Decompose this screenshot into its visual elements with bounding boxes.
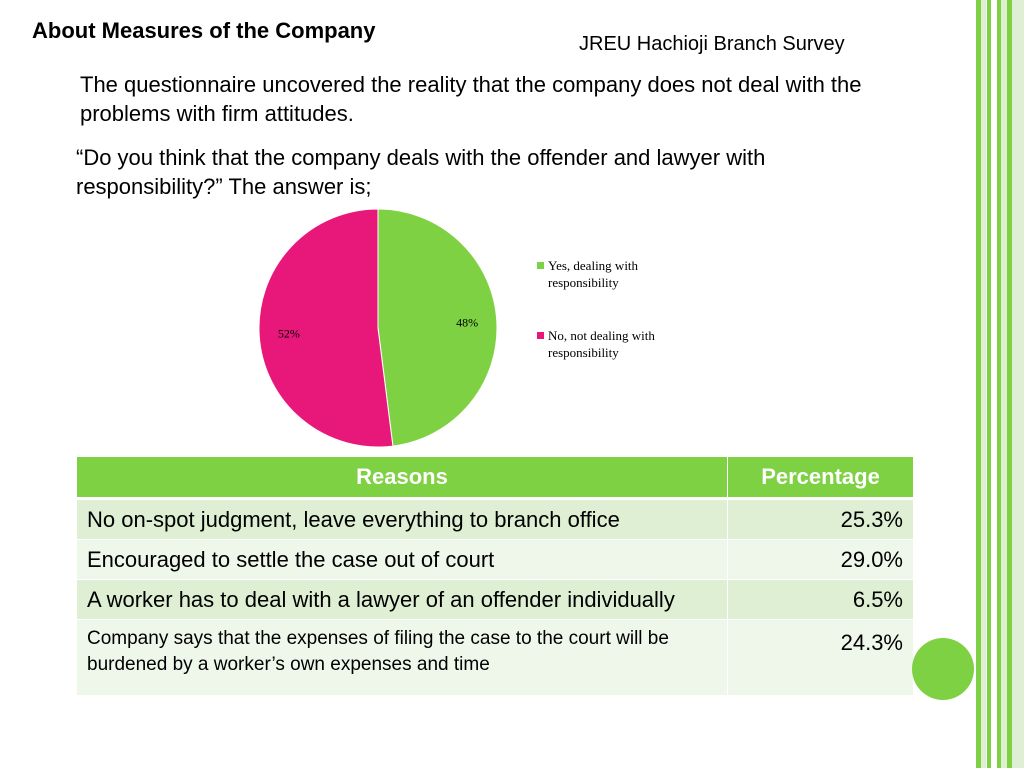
table-row: A worker has to deal with a lawyer of an… [76,579,914,620]
decorative-stripe [991,0,997,768]
reason-cell: A worker has to deal with a lawyer of an… [76,579,728,620]
intro-text: The questionnaire uncovered the reality … [80,72,862,126]
legend-label: Yes, dealing with responsibility [548,258,639,290]
column-header-reasons: Reasons [76,456,728,500]
column-header-percentage: Percentage [727,456,914,500]
table-row: No on-spot judgment, leave everything to… [76,498,914,540]
percentage-cell: 24.3% [727,619,914,696]
decorative-stripe [976,0,981,768]
survey-source-label: JREU Hachioji Branch Survey [579,33,845,55]
pie-slice-yes [377,208,498,447]
table-row: Company says that the expenses of filing… [76,619,914,696]
percentage-cell: 29.0% [727,539,914,580]
reason-cell: Encouraged to settle the case out of cou… [76,539,728,580]
pie-data-label: 52% [278,327,300,341]
decorative-circle [912,638,974,700]
legend-swatch [537,262,544,269]
decorative-stripe [1001,0,1007,768]
slide-title: About Measures of the Company [32,18,376,43]
legend-swatch [537,332,544,339]
decorative-stripe [997,0,1001,768]
pie-slice-no [258,208,394,448]
decorative-stripe [987,0,991,768]
table-header-row: Reasons Percentage [76,456,914,500]
question-text: “Do you think that the company deals wit… [76,145,766,199]
decorative-stripe [1012,0,1024,768]
percentage-cell: 6.5% [727,579,914,620]
pie-data-label: 48% [456,315,478,329]
legend-label: No, not dealing with responsibility [548,328,655,360]
decorative-stripe [981,0,986,768]
decorative-stripe [1007,0,1012,768]
reason-cell: No on-spot judgment, leave everything to… [76,498,728,540]
reason-cell: Company says that the expenses of filing… [76,619,728,696]
reasons-table: Reasons Percentage No on-spot judgment, … [76,456,914,696]
table-row: Encouraged to settle the case out of cou… [76,539,914,580]
percentage-cell: 25.3% [727,498,914,540]
